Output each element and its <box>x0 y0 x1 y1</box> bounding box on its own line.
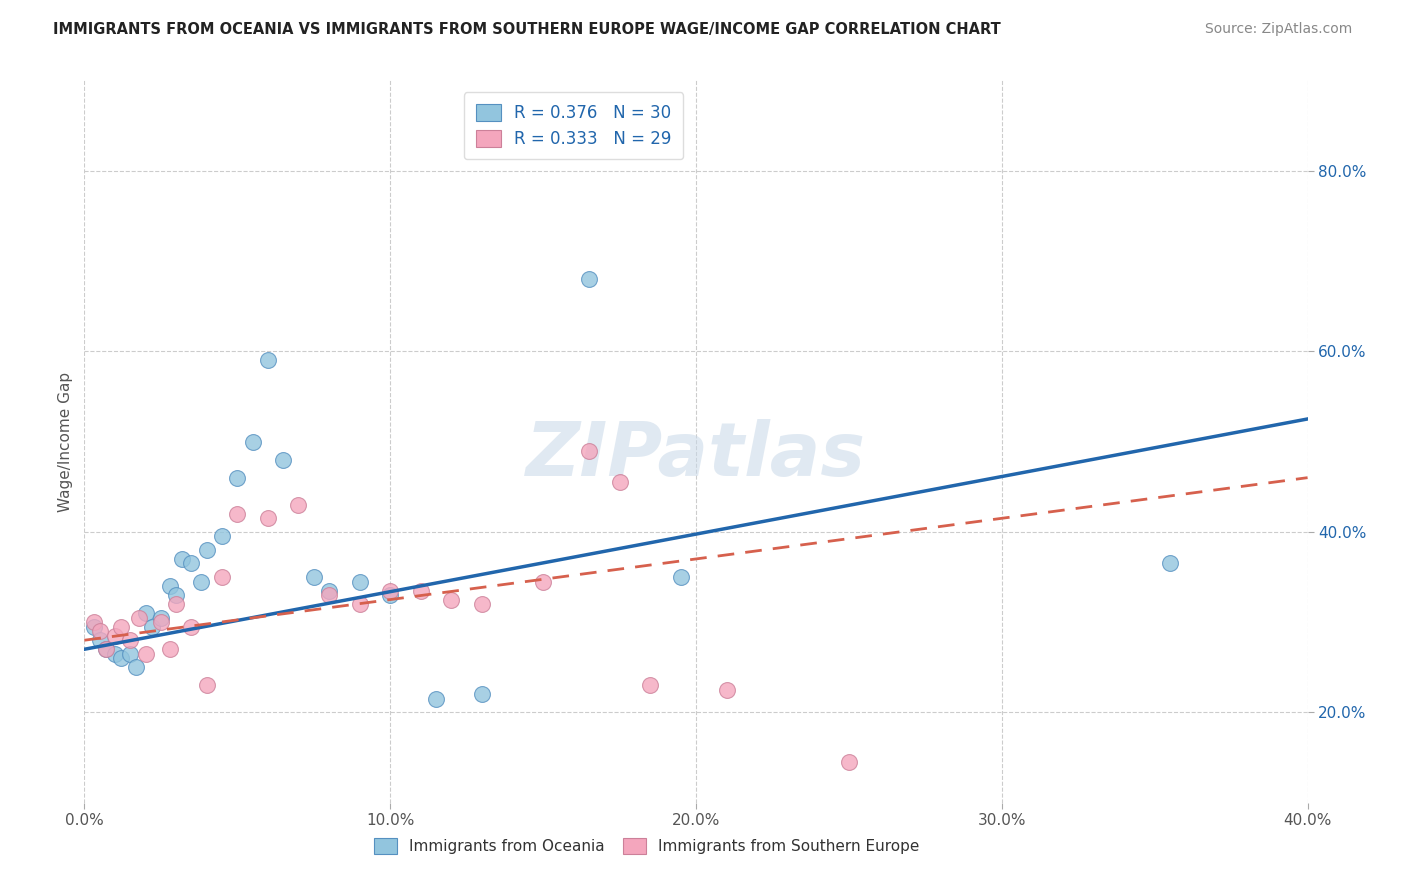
Point <box>380 583 402 598</box>
Point <box>425 692 447 706</box>
Point <box>120 647 142 661</box>
Point <box>716 682 738 697</box>
Point <box>838 755 860 769</box>
Point <box>94 642 117 657</box>
Point <box>128 610 150 624</box>
Point <box>159 642 181 657</box>
Point <box>110 651 132 665</box>
Point <box>440 592 463 607</box>
Point <box>226 507 249 521</box>
Point <box>226 470 249 484</box>
Point <box>669 570 692 584</box>
Point <box>318 583 340 598</box>
Point <box>165 588 187 602</box>
Point <box>120 633 142 648</box>
Point <box>211 570 233 584</box>
Point <box>159 579 181 593</box>
Point <box>318 588 340 602</box>
Point <box>195 542 218 557</box>
Point <box>89 633 111 648</box>
Point <box>380 588 402 602</box>
Text: IMMIGRANTS FROM OCEANIA VS IMMIGRANTS FROM SOUTHERN EUROPE WAGE/INCOME GAP CORRE: IMMIGRANTS FROM OCEANIA VS IMMIGRANTS FR… <box>53 22 1001 37</box>
Point <box>242 434 264 449</box>
Point <box>471 597 494 611</box>
Point <box>172 552 194 566</box>
Legend: Immigrants from Oceania, Immigrants from Southern Europe: Immigrants from Oceania, Immigrants from… <box>368 832 927 860</box>
Text: Source: ZipAtlas.com: Source: ZipAtlas.com <box>1205 22 1353 37</box>
Point <box>149 615 172 630</box>
Point <box>125 660 148 674</box>
Point <box>180 557 202 571</box>
Point <box>302 570 325 584</box>
Point <box>135 606 157 620</box>
Point <box>149 610 172 624</box>
Text: ZIPatlas: ZIPatlas <box>526 419 866 492</box>
Point <box>104 647 127 661</box>
Point <box>257 353 280 368</box>
Point <box>190 574 212 589</box>
Point <box>609 475 631 490</box>
Point <box>349 574 371 589</box>
Point <box>195 678 218 692</box>
Point <box>94 642 117 657</box>
Point <box>89 624 111 639</box>
Point <box>135 647 157 661</box>
Point <box>104 629 127 643</box>
Point <box>141 620 163 634</box>
Point <box>578 272 600 286</box>
Point <box>257 511 280 525</box>
Point <box>409 583 432 598</box>
Y-axis label: Wage/Income Gap: Wage/Income Gap <box>58 371 73 512</box>
Point <box>578 443 600 458</box>
Point <box>83 620 105 634</box>
Point <box>165 597 187 611</box>
Point <box>471 687 494 701</box>
Point <box>211 529 233 543</box>
Point <box>1159 557 1181 571</box>
Point <box>638 678 661 692</box>
Point <box>271 452 294 467</box>
Point <box>83 615 105 630</box>
Point <box>287 498 309 512</box>
Point <box>110 620 132 634</box>
Point <box>180 620 202 634</box>
Point <box>349 597 371 611</box>
Point <box>531 574 554 589</box>
